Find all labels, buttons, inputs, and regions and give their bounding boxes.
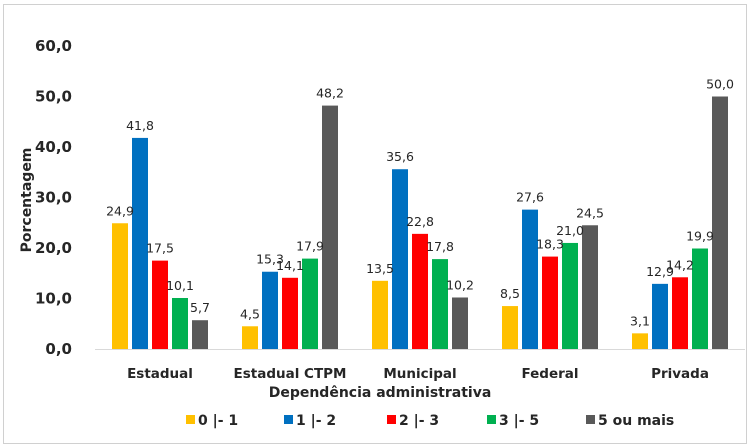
- bar: [372, 280, 388, 349]
- bar: [582, 225, 598, 349]
- y-tick-label: 30,0: [35, 189, 72, 207]
- legend-label: 1 |- 2: [296, 413, 336, 429]
- data-label: 17,8: [426, 239, 454, 254]
- data-label: 41,8: [126, 118, 154, 133]
- x-tick-label: Municipal: [383, 366, 456, 382]
- data-label: 4,5: [240, 306, 260, 321]
- y-tick-label: 40,0: [35, 138, 72, 156]
- legend-label: 3 |- 5: [499, 413, 539, 429]
- legend-swatch: [487, 415, 496, 424]
- bar: [672, 277, 688, 349]
- x-tick-label: Federal: [521, 366, 578, 382]
- bar: [652, 283, 668, 349]
- data-label: 27,6: [516, 190, 544, 205]
- data-label: 10,2: [446, 277, 474, 292]
- bar: [712, 96, 728, 349]
- x-tick-label: Estadual CTPM: [234, 366, 347, 382]
- data-label: 14,2: [666, 257, 694, 272]
- bar: [322, 105, 338, 349]
- data-label: 13,5: [366, 261, 394, 276]
- data-label: 48,2: [316, 86, 344, 101]
- legend-item: 1 |- 2: [284, 413, 336, 429]
- legend-label: 0 |- 1: [198, 413, 238, 429]
- bar: [282, 277, 298, 349]
- data-label: 21,0: [556, 223, 584, 238]
- data-label: 5,7: [190, 300, 210, 315]
- data-label: 10,1: [166, 278, 194, 293]
- bars: [112, 96, 728, 349]
- bar: [452, 297, 468, 349]
- bar: [562, 242, 578, 349]
- x-axis-categories: Estadual Estadual CTPM Municipal Federal Pri…: [127, 366, 709, 382]
- legend-swatch: [387, 415, 396, 424]
- bar: [522, 209, 538, 349]
- data-label: 35,6: [386, 149, 414, 164]
- legend: 0 |- 1 1 |- 2 2 |- 3 3 |- 5 5 ou mais: [186, 413, 674, 429]
- data-label: 8,5: [500, 286, 520, 301]
- bar: [172, 297, 188, 349]
- y-tick-label: 60,0: [35, 37, 72, 55]
- bar: [302, 258, 318, 349]
- data-label: 18,3: [536, 237, 564, 252]
- bar: [262, 271, 278, 349]
- bar: [132, 137, 148, 349]
- x-tick-label: Privada: [651, 366, 709, 382]
- bar: [392, 169, 408, 349]
- data-label: 3,1: [630, 313, 650, 328]
- data-labels: 24,9 41,8 17,5 10,1 5,7 4,5 15,314,1 17,9 48,2 13…: [106, 77, 734, 329]
- data-label: 50,0: [706, 77, 734, 92]
- bar: [112, 223, 128, 349]
- y-tick-label: 50,0: [35, 88, 72, 106]
- data-label: 24,9: [106, 203, 134, 218]
- x-tick-label: Estadual: [127, 366, 193, 382]
- legend-item: 5 ou mais: [586, 413, 674, 429]
- legend-item: 0 |- 1: [186, 413, 238, 429]
- bar: [432, 259, 448, 349]
- bar: [192, 320, 208, 349]
- data-label: 19,9: [686, 229, 714, 244]
- bar: [242, 326, 258, 349]
- legend-item: 3 |- 5: [487, 413, 539, 429]
- legend-swatch: [284, 415, 293, 424]
- y-axis-ticks: 0,0 10,0 20,0 30,0 40,0 50,0 60,0: [35, 37, 72, 358]
- data-label: 17,5: [146, 241, 174, 256]
- legend-item: 2 |- 3: [387, 413, 439, 429]
- legend-label: 5 ou mais: [598, 413, 674, 429]
- bar: [152, 260, 168, 349]
- legend-swatch: [586, 415, 595, 424]
- y-tick-label: 0,0: [45, 340, 72, 358]
- data-label: 17,9: [296, 239, 324, 254]
- bar: [632, 333, 648, 349]
- data-label: 12,9: [646, 264, 674, 279]
- data-label: 22,8: [406, 214, 434, 229]
- bar: [692, 248, 708, 349]
- y-tick-label: 20,0: [35, 239, 72, 257]
- legend-label: 2 |- 3: [399, 413, 439, 429]
- legend-swatch: [186, 415, 195, 424]
- data-label: 14,1: [276, 258, 304, 273]
- bar: [412, 233, 428, 349]
- bar: [542, 256, 558, 349]
- bar: [502, 306, 518, 349]
- data-label: 24,5: [576, 205, 604, 220]
- x-axis-title: Dependência administrativa: [269, 385, 492, 401]
- y-tick-label: 10,0: [35, 290, 72, 308]
- y-axis-title: Porcentagem: [19, 148, 35, 253]
- data-label: 15,3: [256, 252, 284, 267]
